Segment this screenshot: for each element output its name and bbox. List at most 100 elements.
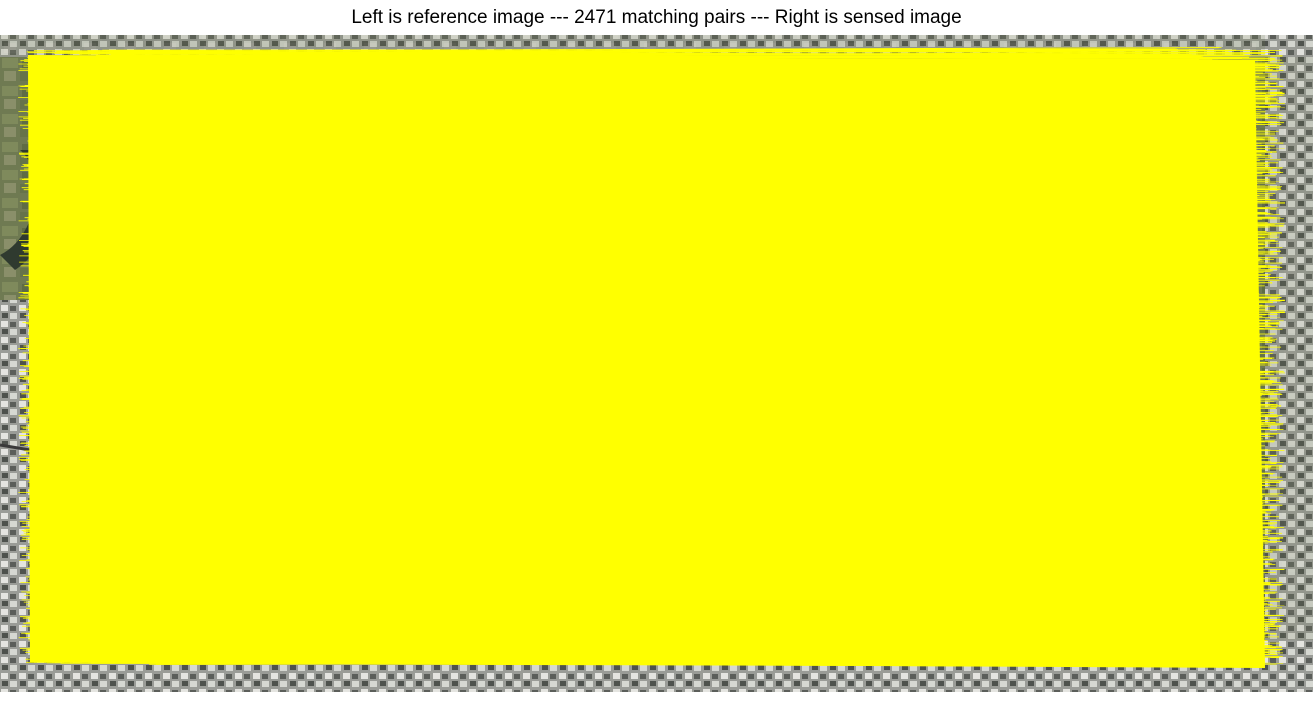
match-line (22, 625, 1164, 629)
match-line (112, 149, 1217, 155)
match-line (132, 137, 1237, 142)
match-line (88, 577, 1183, 581)
match-line (132, 338, 1277, 341)
match-line (62, 347, 1233, 352)
match-line (91, 601, 1241, 604)
match-line (87, 205, 1268, 209)
match-line (140, 427, 1173, 430)
match-line (143, 67, 1223, 69)
match-line (28, 282, 1244, 287)
match-line (78, 128, 1252, 133)
match-line (36, 226, 1268, 229)
match-line (131, 428, 1208, 433)
match-line (69, 306, 1182, 309)
match-line (40, 323, 1164, 326)
match-line (20, 459, 1272, 463)
match-line (72, 490, 1175, 493)
match-line (83, 316, 1229, 319)
match-line (91, 537, 1163, 542)
match-line (141, 641, 1198, 647)
match-line (54, 369, 1285, 374)
match-line (120, 556, 1271, 561)
match-line (138, 604, 1283, 609)
match-line (137, 219, 1229, 224)
match-line (55, 317, 1243, 320)
match-line (136, 594, 1235, 596)
match-line (139, 318, 1237, 322)
match-line (68, 261, 1186, 266)
match-line (38, 156, 1245, 161)
match-line (137, 268, 1177, 272)
match-line (122, 248, 1163, 251)
match-line (69, 397, 1279, 401)
match-line (107, 568, 1262, 570)
match-line (98, 137, 1186, 140)
match-line (34, 299, 1285, 304)
match-line (112, 157, 1260, 161)
match-line (60, 211, 1211, 215)
match-line (156, 213, 1233, 218)
match-line (111, 205, 1214, 209)
match-line (143, 579, 1283, 583)
match-line (126, 444, 1239, 447)
match-line (154, 563, 1212, 568)
match-line (29, 406, 1254, 411)
match-line (70, 475, 1172, 480)
match-line (134, 640, 1231, 643)
match-line (137, 596, 1208, 600)
match-line (44, 480, 1240, 486)
match-line (54, 494, 1265, 499)
match-line (83, 621, 1255, 625)
match-line (125, 315, 1227, 319)
match-line (114, 662, 1207, 665)
match-line (135, 196, 1238, 199)
match-line (95, 607, 1180, 613)
match-line (36, 577, 1195, 580)
match-line (60, 662, 1206, 667)
match-line (66, 445, 1258, 448)
match-line (99, 244, 1267, 247)
match-line (20, 533, 1250, 536)
match-line (102, 408, 1276, 413)
match-line (74, 353, 1228, 358)
match-line (45, 658, 1249, 660)
match-line (77, 624, 1192, 627)
match-line (128, 343, 1211, 345)
match-line (43, 452, 1161, 458)
match-line (21, 200, 1255, 204)
match-line (90, 341, 1179, 344)
match-line (111, 133, 1175, 138)
match-line (153, 634, 1266, 639)
match-line (145, 611, 1249, 614)
match-line (67, 49, 1175, 55)
match-line (154, 219, 1163, 225)
match-line (102, 644, 1252, 646)
match-line (81, 522, 1203, 525)
match-line (130, 139, 1168, 145)
match-line (109, 51, 1189, 55)
match-line (33, 544, 1181, 547)
match-line (139, 527, 1203, 530)
match-line (100, 502, 1257, 507)
match-line (30, 447, 1171, 452)
match-line (127, 362, 1246, 368)
match-line (82, 597, 1190, 602)
match-line (90, 326, 1220, 330)
match-line (71, 242, 1192, 245)
match-line (20, 404, 1230, 409)
match-line (97, 101, 1222, 103)
match-line (154, 197, 1214, 201)
match-line (77, 371, 1162, 374)
match-line (19, 645, 1194, 649)
match-line (36, 469, 1221, 472)
match-line (58, 126, 1204, 130)
match-line (146, 636, 1166, 641)
match-lines (18, 47, 1286, 668)
match-line (107, 656, 1169, 659)
match-line (137, 63, 1188, 66)
match-line (30, 399, 1209, 403)
match-line (94, 223, 1166, 225)
match-line (151, 162, 1211, 166)
match-line (145, 128, 1242, 131)
match-line (33, 572, 1170, 575)
